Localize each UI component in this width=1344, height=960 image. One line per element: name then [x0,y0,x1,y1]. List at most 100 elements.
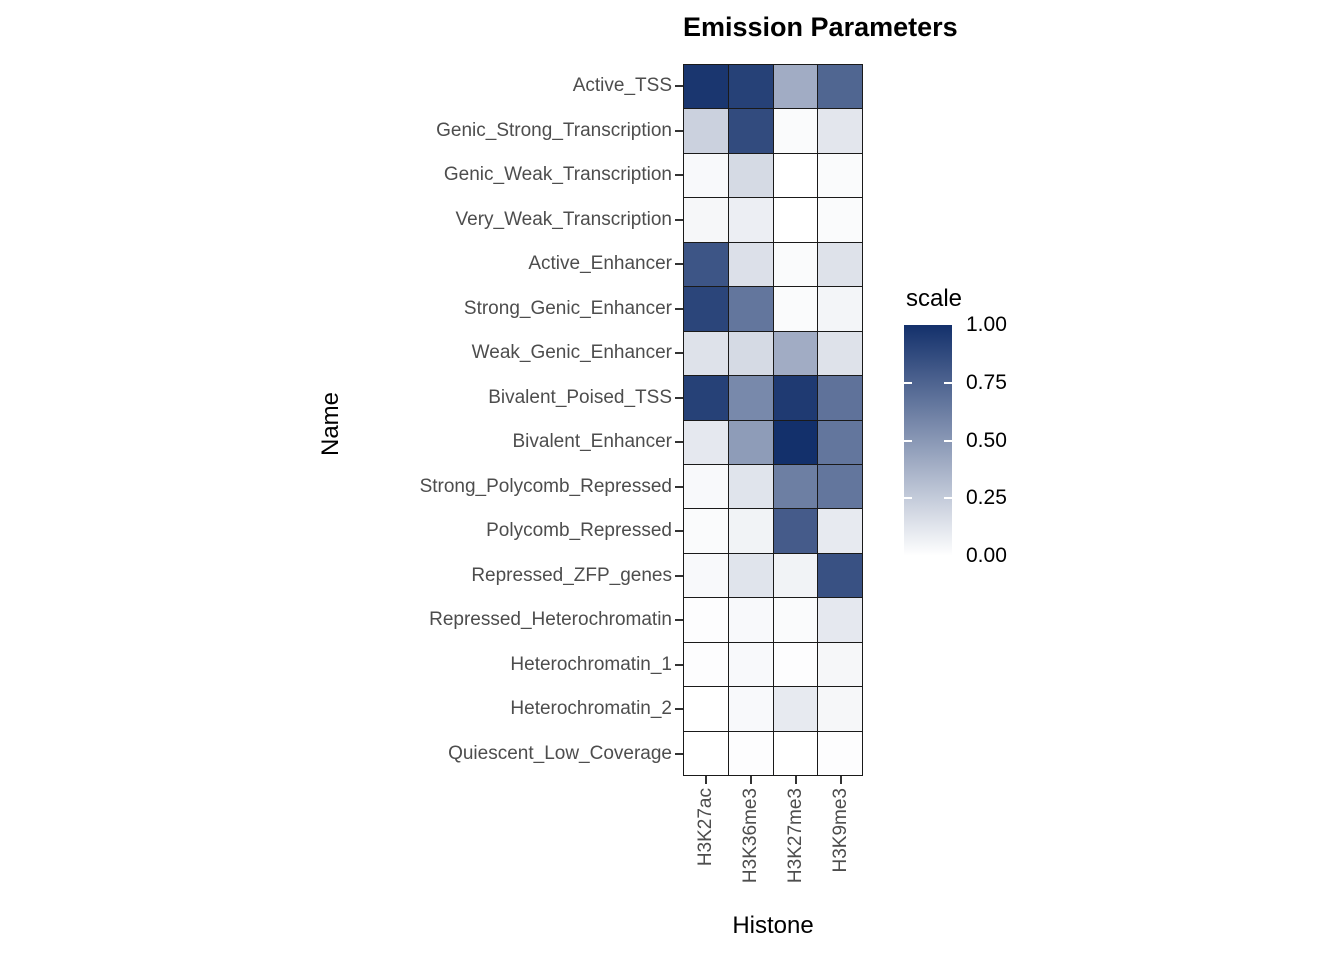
heatmap-cell [728,331,773,376]
x-axis-tick [704,776,707,784]
y-axis-label: Weak_Genic_Enhancer [471,342,672,364]
heatmap-cell [684,553,728,598]
heatmap-cell [684,65,728,109]
heatmap-cell [818,198,862,242]
x-axis-tick [839,776,842,784]
heatmap-cell [728,198,773,242]
heatmap-cell [728,687,773,731]
y-axis-label: Very_Weak_Transcription [455,208,673,230]
heatmap-cell [684,731,728,775]
heatmap-cell [728,242,773,287]
heatmap-cell [773,331,818,376]
heatmap-cell [684,109,728,153]
y-axis-label: Heterochromatin_2 [510,698,672,720]
y-axis-tick [675,307,683,310]
y-axis-label: Strong_Genic_Enhancer [463,297,672,319]
chart-title: Emission Parameters [683,12,958,42]
legend-tick-mark [904,381,912,384]
heatmap-cell [684,242,728,287]
heatmap-cell [728,420,773,464]
legend-title: scale [906,285,963,312]
legend-tick-label: 0.25 [966,486,1007,510]
y-axis-tick [675,129,683,132]
x-axis-label: H3K27me3 [784,788,806,884]
heatmap-cell [773,687,818,731]
heatmap-cell [684,464,728,509]
heatmap-cell [818,642,862,687]
y-axis-tick [675,174,683,177]
y-axis-label: Heterochromatin_1 [510,653,672,675]
heatmap-cell [773,598,818,642]
heatmap-cell [684,198,728,242]
x-axis-label: H3K9me3 [829,788,851,873]
heatmap-cell [818,287,862,331]
heatmap-cell [684,687,728,731]
heatmap-cell [773,642,818,687]
y-axis-label: Active_Enhancer [528,253,672,275]
legend-tick-mark [944,439,952,442]
y-axis-tick [675,574,683,577]
legend-tick-mark [944,497,952,500]
legend-tick-mark [944,381,952,384]
y-axis-title: Name [317,391,344,457]
heatmap-cell [728,287,773,331]
heatmap-cell [773,420,818,464]
heatmap-cell [684,598,728,642]
heatmap-cell [728,109,773,153]
y-axis-label: Repressed_Heterochromatin [429,609,672,631]
heatmap-cell [728,65,773,109]
heatmap-cell [818,553,862,598]
heatmap-cell [728,464,773,509]
legend-tick-label: 0.50 [966,428,1007,452]
heatmap-cell [773,198,818,242]
y-axis-label: Genic_Strong_Transcription [436,119,672,141]
x-axis-tick [794,776,797,784]
heatmap-cell [818,109,862,153]
heatmap-cell [684,376,728,420]
y-axis-tick [675,619,683,622]
heatmap-cell [818,242,862,287]
y-axis-tick [675,663,683,666]
heatmap-cell [684,420,728,464]
heatmap-cell [728,598,773,642]
y-axis-label: Quiescent_Low_Coverage [448,742,672,764]
y-axis-label: Bivalent_Poised_TSS [488,386,672,408]
heatmap-cell [728,376,773,420]
y-axis-tick [675,352,683,355]
y-axis-tick [675,396,683,399]
y-axis-tick [675,85,683,88]
heatmap-cell [773,153,818,198]
heatmap-cell [728,153,773,198]
legend-tick-label: 1.00 [966,313,1007,336]
heatmap-cell [818,153,862,198]
y-axis-tick [675,263,683,266]
legend-tick-label: 0.00 [966,544,1007,567]
heatmap-cell [818,598,862,642]
heatmap-cell [684,509,728,553]
heatmap-cell [818,420,862,464]
heatmap-cell [818,464,862,509]
heatmap-cell [773,65,818,109]
x-axis-title: Histone [732,912,814,939]
heatmap-cell [728,731,773,775]
x-axis-label: H3K27ac [694,788,716,867]
heatmap-cell [773,553,818,598]
heatmap-cell [684,153,728,198]
y-axis-label: Genic_Weak_Transcription [443,164,672,186]
heatmap-cell [818,376,862,420]
legend-tick-mark [904,439,912,442]
y-axis-tick [675,752,683,755]
heatmap-cell [728,509,773,553]
heatmap-cell [818,509,862,553]
y-axis-tick [675,441,683,444]
heatmap-cell [818,331,862,376]
heatmap-cell [818,65,862,109]
heatmap-cell [818,687,862,731]
heatmap-cell [684,287,728,331]
heatmap-cell [773,287,818,331]
legend-tick-label: 0.75 [966,370,1007,394]
heatmap-cell [684,642,728,687]
heatmap-cell [773,109,818,153]
y-axis-label: Strong_Polycomb_Repressed [419,475,672,497]
